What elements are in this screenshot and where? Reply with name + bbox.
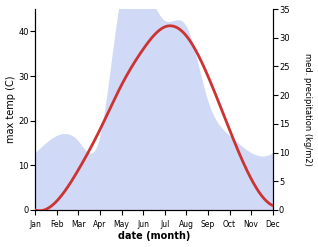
Y-axis label: med. precipitation (kg/m2): med. precipitation (kg/m2) bbox=[303, 53, 313, 166]
X-axis label: date (month): date (month) bbox=[118, 231, 190, 242]
Y-axis label: max temp (C): max temp (C) bbox=[5, 76, 16, 143]
